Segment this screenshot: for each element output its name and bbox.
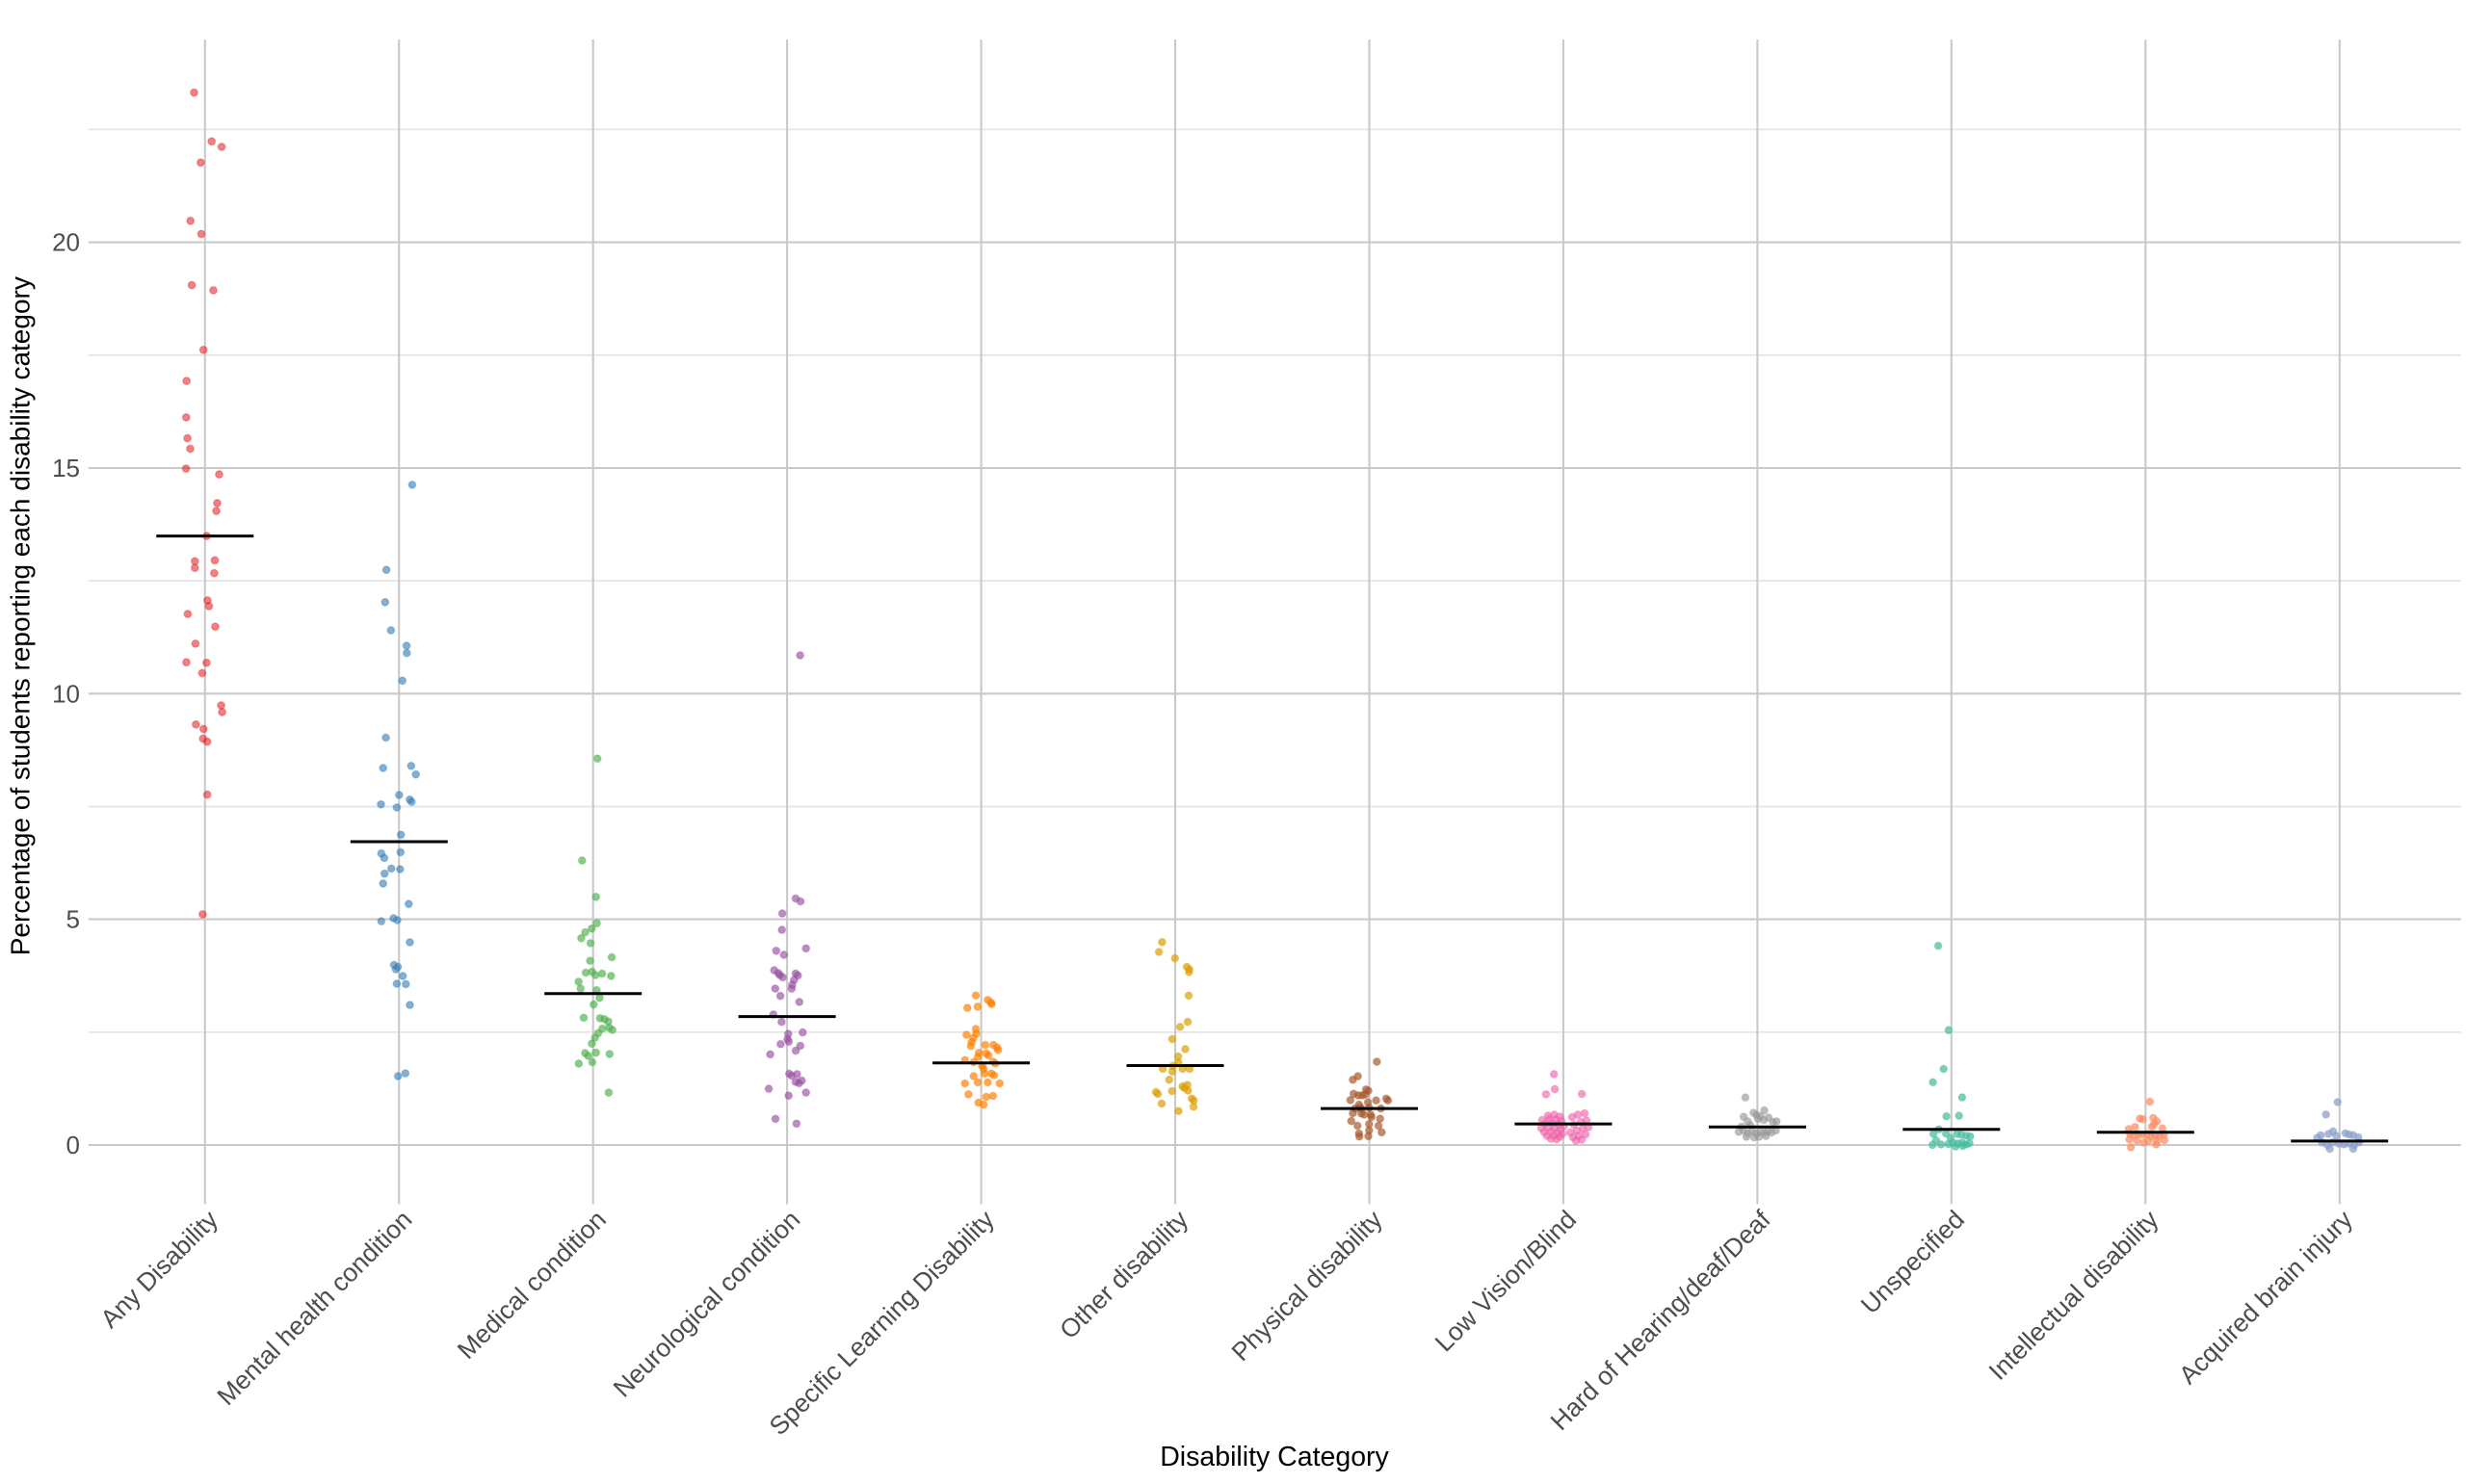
- svg-text:15: 15: [52, 454, 80, 482]
- svg-text:Disability Category: Disability Category: [1160, 1442, 1389, 1472]
- svg-text:5: 5: [66, 905, 80, 934]
- svg-text:10: 10: [52, 679, 80, 708]
- svg-text:20: 20: [52, 228, 80, 257]
- svg-text:Percentage of students reporti: Percentage of students reporting each di…: [6, 276, 36, 955]
- svg-text:0: 0: [66, 1131, 80, 1159]
